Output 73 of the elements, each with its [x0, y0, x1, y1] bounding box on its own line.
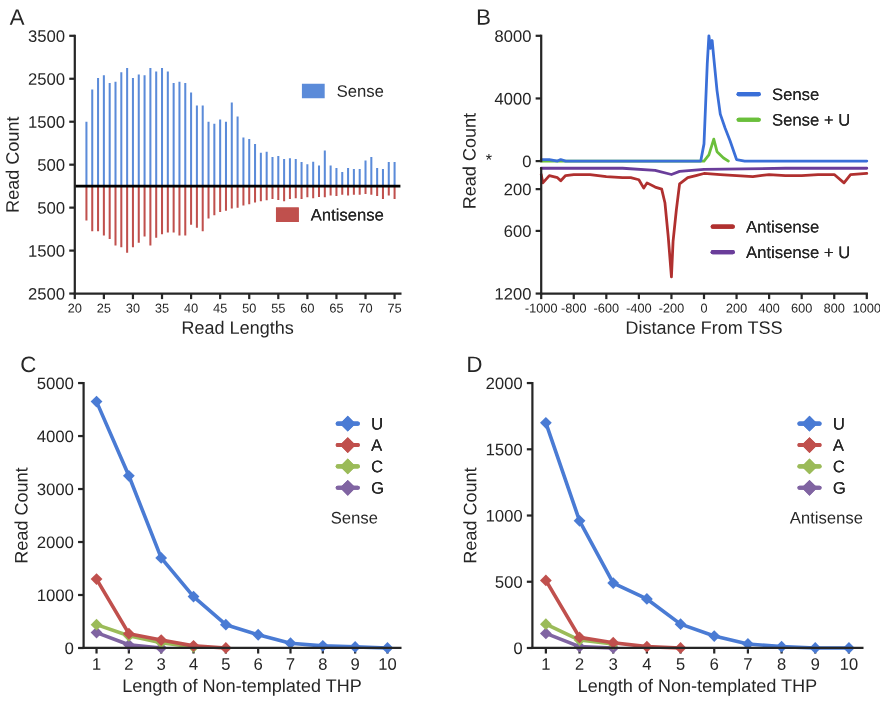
- y-tick-label: 2000: [37, 536, 74, 549]
- annotation: *: [485, 153, 492, 160]
- x-tick-label: 5: [676, 658, 685, 670]
- y-tick-label: 0: [65, 642, 74, 655]
- y-tick-label: 600: [504, 225, 531, 238]
- chart-title: C: [21, 356, 36, 373]
- y-axis-title: Read Count: [462, 113, 476, 208]
- y-tick-label: 500: [37, 202, 65, 214]
- y-axis-title: Read Count: [5, 116, 19, 212]
- legend-label: C: [371, 460, 383, 473]
- y-tick-label: 1500: [29, 245, 65, 257]
- y-tick-label: 1500: [486, 443, 523, 456]
- x-axis-title: Length of Non-templated THP: [123, 678, 361, 696]
- x-tick-label: 2: [575, 658, 584, 670]
- legend-label: G: [371, 481, 383, 494]
- legend-label: Antisense + U: [746, 245, 849, 259]
- x-tick-label: 8: [318, 658, 327, 670]
- x-tick-label: 7: [744, 658, 752, 670]
- x-tick-label: 7: [286, 658, 295, 670]
- x-tick-label: 3: [609, 658, 618, 670]
- chart-title: A: [9, 9, 25, 25]
- y-tick-label: 1500: [29, 116, 65, 128]
- x-tick-label: 4: [189, 658, 198, 670]
- y-axis-title: Read Count: [14, 467, 28, 563]
- y-tick-label: 0: [522, 155, 531, 168]
- y-tick-label: 4000: [494, 92, 531, 105]
- chart-title: B: [477, 9, 490, 25]
- legend-label: C: [833, 460, 845, 473]
- chart-title: D: [468, 356, 482, 372]
- annotation: Antisense: [789, 511, 863, 524]
- legend-label: A: [832, 439, 844, 451]
- y-tick-label: 3500: [28, 30, 65, 42]
- x-axis-title: Distance From TSS: [626, 320, 782, 335]
- x-tick-label: 6: [254, 658, 263, 670]
- x-tick-label: 9: [351, 658, 359, 670]
- legend-label: U: [834, 418, 844, 430]
- y-tick-label: 2000: [486, 377, 523, 390]
- x-tick-label: 9: [811, 658, 820, 670]
- y-tick-label: 2500: [28, 287, 65, 300]
- y-tick-label: 1000: [486, 509, 523, 522]
- y-tick-label: 0: [514, 642, 523, 655]
- x-tick-label: 5: [221, 658, 230, 670]
- y-tick-label: 5000: [37, 377, 74, 390]
- x-tick-label: 10: [379, 658, 397, 670]
- x-tick-label: 2: [125, 658, 133, 670]
- y-tick-label: 4000: [37, 430, 74, 443]
- y-tick-label: 200: [504, 183, 531, 196]
- x-tick-label: 4: [642, 658, 652, 670]
- y-tick-label: 8000: [495, 30, 531, 42]
- legend-label: U: [372, 418, 382, 430]
- x-tick-label: 1: [93, 658, 101, 670]
- legend-label: Sense: [772, 88, 819, 101]
- legend-label: Antisense: [310, 208, 384, 221]
- x-tick-label: 10: [840, 658, 858, 670]
- y-tick-label: 2500: [28, 73, 65, 85]
- legend-label: Sense: [337, 85, 384, 97]
- x-axis-title: Length of Non-templated THP: [579, 678, 817, 696]
- y-tick-label: 1000: [38, 589, 74, 602]
- x-tick-label: 6: [710, 658, 719, 670]
- x-tick-label: 3: [157, 658, 166, 670]
- annotation: Sense: [331, 511, 378, 524]
- legend-label: G: [833, 481, 845, 494]
- legend-label: A: [371, 439, 383, 451]
- x-tick-label: 8: [777, 658, 786, 670]
- x-tick-label: 1: [542, 658, 550, 670]
- x-axis-title: Read Lengths: [182, 320, 294, 338]
- y-tick-label: 500: [37, 159, 65, 171]
- y-tick-label: 500: [495, 576, 523, 588]
- y-tick-label: 1200: [495, 287, 531, 300]
- y-tick-label: 3000: [37, 483, 74, 496]
- legend-label: Antisense: [746, 220, 819, 233]
- legend-label: Sense + U: [772, 113, 849, 126]
- y-axis-title: Read Count: [463, 467, 477, 563]
